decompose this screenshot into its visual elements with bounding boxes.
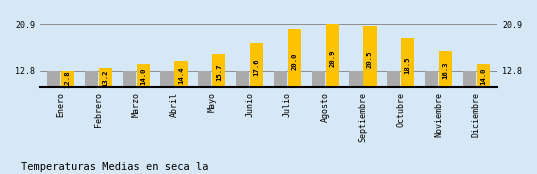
Bar [250, 43, 263, 144]
Text: 20.0: 20.0 [292, 52, 297, 70]
Text: 17.6: 17.6 [253, 58, 259, 76]
Bar [122, 71, 136, 144]
Bar [175, 61, 187, 144]
Bar [288, 29, 301, 144]
Text: 14.0: 14.0 [480, 68, 487, 85]
Text: 14.0: 14.0 [140, 68, 146, 85]
Bar [274, 71, 287, 144]
Text: 20.9: 20.9 [329, 50, 335, 67]
Text: 20.5: 20.5 [367, 51, 373, 68]
Bar [477, 64, 490, 144]
Text: 15.7: 15.7 [216, 63, 222, 81]
Bar [387, 71, 401, 144]
Bar [85, 71, 98, 144]
Text: 18.5: 18.5 [405, 56, 411, 74]
Text: Temperaturas Medias en seca la: Temperaturas Medias en seca la [21, 162, 209, 172]
Bar [198, 71, 212, 144]
Text: 13.2: 13.2 [103, 70, 108, 87]
Bar [236, 71, 249, 144]
Bar [425, 71, 438, 144]
Bar [325, 24, 339, 144]
Bar [401, 38, 415, 144]
Text: 16.3: 16.3 [442, 62, 448, 79]
Text: 12.8: 12.8 [64, 71, 71, 88]
Bar [364, 26, 376, 144]
Text: 14.4: 14.4 [178, 67, 184, 84]
Bar [47, 71, 60, 144]
Bar [161, 71, 173, 144]
Bar [136, 64, 150, 144]
Bar [350, 71, 362, 144]
Bar [212, 54, 226, 144]
Bar [439, 51, 452, 144]
Bar [61, 71, 74, 144]
Bar [99, 68, 112, 144]
Bar [311, 71, 325, 144]
Bar [463, 71, 476, 144]
